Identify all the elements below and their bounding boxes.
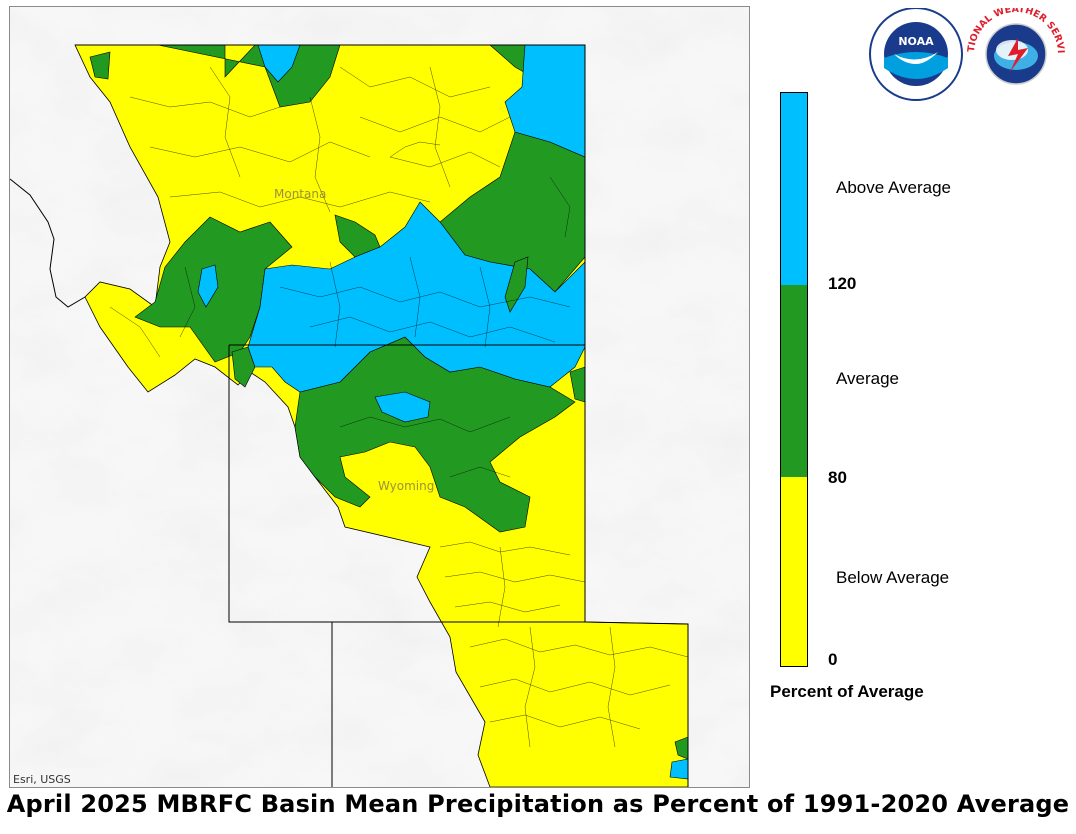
legend-colorbar [780,92,808,667]
legend-title: Percent of Average [770,682,924,701]
legend-swatch-above [781,93,807,285]
state-border-west [10,178,86,308]
legend-swatch-average [781,285,807,477]
state-label-wyoming: Wyoming [378,479,435,493]
agency-logos: NOAA NATIONAL WEATHER SERVICE [862,0,1066,108]
state-boundaries [75,44,689,787]
basin-map: Montana Wyoming Esri, USGS [9,6,750,788]
basin-above-se [669,758,689,780]
legend-label-above: Above Average [836,178,951,197]
basin-average-small [231,346,256,388]
noaa-logo: NOAA [869,7,963,101]
basin-above-wyoming [374,391,431,423]
basin-above-small [197,264,219,308]
legend-tick-120: 120 [828,274,857,293]
legend-swatch-below [781,477,807,666]
map-attribution: Esri, USGS [13,773,71,786]
basin-average-nw [89,51,111,80]
legend-tick-80: 80 [828,468,847,487]
legend-tick-0: 0 [828,650,838,669]
sub-basin-lines [109,66,689,748]
legend-label-average: Average [836,369,900,388]
state-label-montana: Montana [274,187,327,201]
map-canvas [10,7,749,787]
legend-label-below: Below Average [836,568,950,587]
noaa-logo-text: NOAA [898,35,934,48]
page-title: April 2025 MBRFC Basin Mean Precipitatio… [6,790,1070,818]
